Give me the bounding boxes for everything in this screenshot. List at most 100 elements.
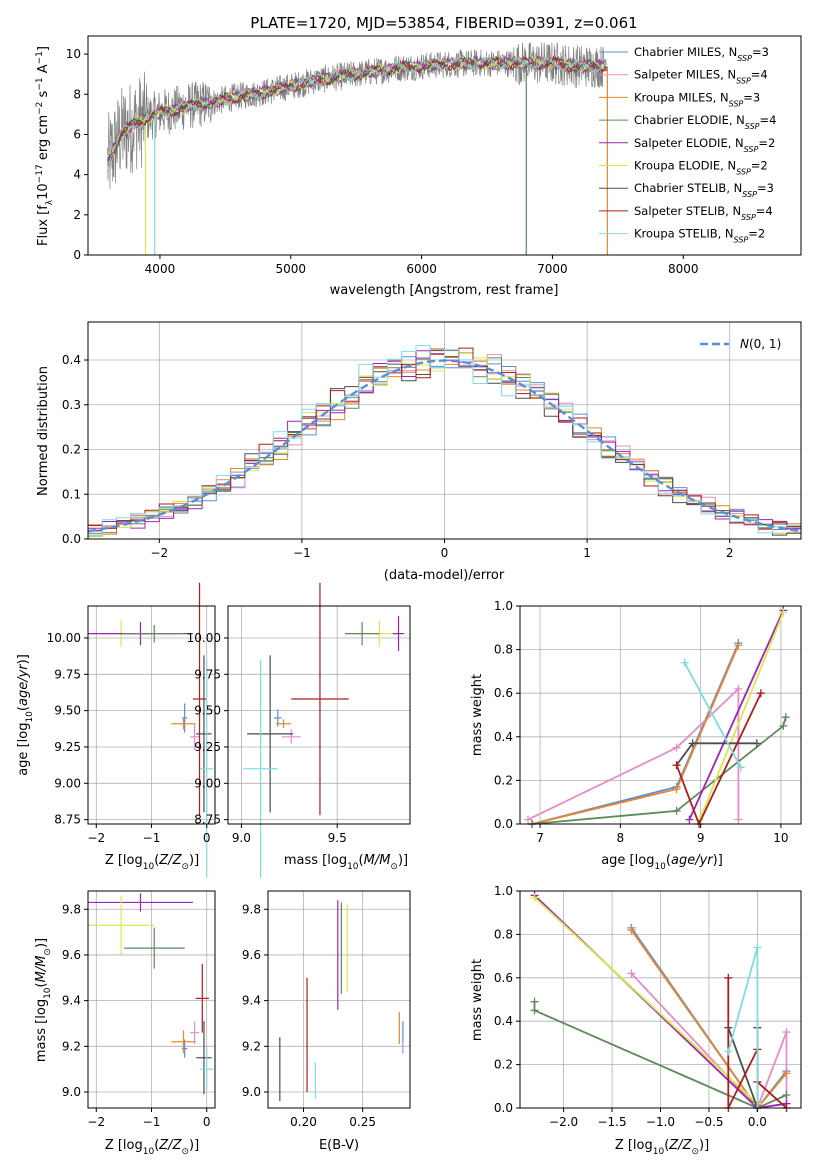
x-tick-label: −1	[143, 831, 161, 845]
plot-area	[279, 900, 404, 1102]
axes-frame	[87, 35, 802, 256]
weight-marker	[734, 815, 743, 824]
weight-series-line	[727, 1027, 759, 1109]
weight-marker	[781, 713, 790, 722]
ticks: −2 −1 0 9.0 9.2 9.4 9.6 9.8	[62, 902, 211, 1129]
y-tick-label: 2	[73, 208, 81, 222]
panel-spectrum: 4000 5000 6000 7000 8000 0 2 4 6 8 10 Chabrier MILE…	[35, 35, 802, 298]
model-spectrum-line	[107, 55, 608, 169]
weight-marker	[724, 973, 733, 982]
y-tick-label: 9.75	[54, 667, 81, 681]
axes-frame	[227, 605, 411, 825]
errorbar-point	[190, 723, 199, 750]
plot-area	[243, 582, 405, 878]
x-tick-label: 9.0	[232, 831, 251, 845]
panel-age-vs-mass: 9.0 9.5 8.75 9.00 9.25 9.50 9.75 10.00 mass [log…	[187, 582, 411, 878]
y-tick-label: 4	[73, 168, 81, 182]
weight-marker	[672, 743, 681, 752]
x-tick-label: 1	[583, 546, 591, 560]
x-tick-label: 8000	[668, 262, 699, 276]
x-tick-label: −0.5	[694, 1115, 723, 1129]
errorbar-point	[344, 621, 380, 646]
x-tick-label: −2	[150, 546, 168, 560]
normal-curve	[87, 359, 802, 533]
y-tick-label: 0.3	[62, 398, 81, 412]
errorbar-point	[247, 655, 294, 813]
x-tick-label: −1	[293, 546, 311, 560]
y-tick-label: 9.50	[194, 704, 221, 718]
weight-marker	[752, 739, 761, 748]
legend-label: Chabrier ELODIE, NSSP=4	[634, 113, 776, 131]
panel-age-vs-Z: −2 −1 0 8.75 9.00 9.25 9.50 9.75 10.00 Z [log10(Z…	[16, 582, 216, 878]
errorbar-point	[281, 729, 301, 745]
weight-series-line	[533, 1001, 787, 1109]
residual-histogram	[88, 345, 801, 535]
x-tick-label: 0.0	[748, 1115, 767, 1129]
y-tick-label: 9.25	[54, 740, 81, 754]
panel-massweight-vs-Z: −2.0 −1.5 −1.0 −0.5 0.0 0.0 0.2 0.4 0.6 0.8 1.0 Z […	[470, 884, 802, 1157]
y-axis-label: mass [log10(M/M⊙)]	[34, 938, 53, 1062]
weight-marker	[530, 997, 539, 1006]
errorbar-point	[123, 624, 185, 643]
errorbar-point	[88, 895, 155, 955]
y-axis-label: Normed distribution	[36, 366, 51, 496]
ticks: 0.20 0.25 9.0 9.2 9.4 9.6 9.8	[242, 902, 376, 1129]
y-axis-label: age [log10(age/yr)]	[16, 654, 35, 776]
legend-label: Kroupa STELIB, NSSP=2	[634, 227, 765, 245]
x-tick-label: 0.20	[290, 1115, 317, 1129]
x-tick-label: 2	[726, 546, 734, 560]
errorbar-point	[200, 1048, 214, 1090]
y-tick-label: 10.00	[47, 631, 81, 645]
y-tick-label: 9.4	[242, 994, 261, 1008]
x-axis-label: E(B-V)	[319, 1138, 359, 1153]
ticks: −2.0 −1.5 −1.0 −0.5 0.0 0.0 0.2 0.4 0.6 0.8 1.0	[494, 884, 767, 1129]
axes-frame	[519, 605, 802, 825]
y-tick-label: 0.0	[494, 817, 513, 831]
spectrum-legend: Chabrier MILES, NSSP=3 Salpeter MILES, NS…	[599, 45, 776, 244]
panel-residuals: −2 −1 0 1 2 0.0 0.1 0.2 0.3 0.4 N(0, 1) (data-model…	[36, 321, 802, 583]
weight-marker	[734, 641, 743, 650]
y-tick-label: 9.0	[242, 1085, 261, 1099]
x-tick-label: 0	[203, 831, 211, 845]
weight-series-line	[630, 972, 788, 1110]
legend-label: N(0, 1)	[740, 337, 781, 351]
x-axis-label: Z [log10(Z/Z⊙)]	[615, 1138, 709, 1157]
weight-marker	[779, 608, 788, 617]
errorbar-point	[392, 616, 405, 652]
plot-area	[88, 582, 214, 878]
x-axis-label: mass [log10(M/M⊙)]	[284, 853, 408, 872]
y-tick-label: 0.6	[494, 686, 513, 700]
y-tick-label: 9.8	[62, 902, 81, 916]
x-tick-label: 4000	[145, 262, 176, 276]
y-tick-label: 10.00	[187, 631, 221, 645]
legend-label: Salpeter MILES, NSSP=4	[634, 68, 768, 86]
errorbar-point	[181, 1039, 188, 1058]
y-tick-label: 9.2	[62, 1039, 81, 1053]
y-tick-label: 9.4	[62, 994, 81, 1008]
plot-area	[524, 606, 790, 828]
x-tick-label: 0	[203, 1115, 211, 1129]
weight-marker	[680, 658, 689, 667]
errorbar-point	[171, 1030, 196, 1054]
weight-series-line	[688, 610, 785, 820]
errorbar-point	[196, 655, 212, 813]
x-tick-label: −2	[87, 831, 105, 845]
y-tick-label: 8.75	[194, 813, 221, 827]
weight-marker	[524, 815, 533, 824]
residuals-legend: N(0, 1)	[700, 337, 781, 351]
x-tick-label: 9	[697, 831, 705, 845]
y-tick-label: 0.2	[494, 773, 513, 787]
y-tick-label: 1.0	[494, 599, 513, 613]
weight-marker	[724, 1047, 733, 1056]
weight-marker	[734, 684, 743, 693]
x-axis-label: (data-model)/error	[384, 568, 505, 583]
errorbar-point	[243, 659, 278, 878]
y-tick-label: 0.4	[494, 1014, 513, 1028]
y-tick-label: 8.75	[54, 813, 81, 827]
weight-marker	[736, 763, 745, 772]
x-axis-label: wavelength [Angstrom, rest frame]	[330, 283, 559, 298]
weight-marker	[782, 1028, 791, 1037]
x-tick-label: 10	[773, 831, 788, 845]
y-tick-label: 0.0	[62, 532, 81, 546]
weight-marker	[672, 806, 681, 815]
